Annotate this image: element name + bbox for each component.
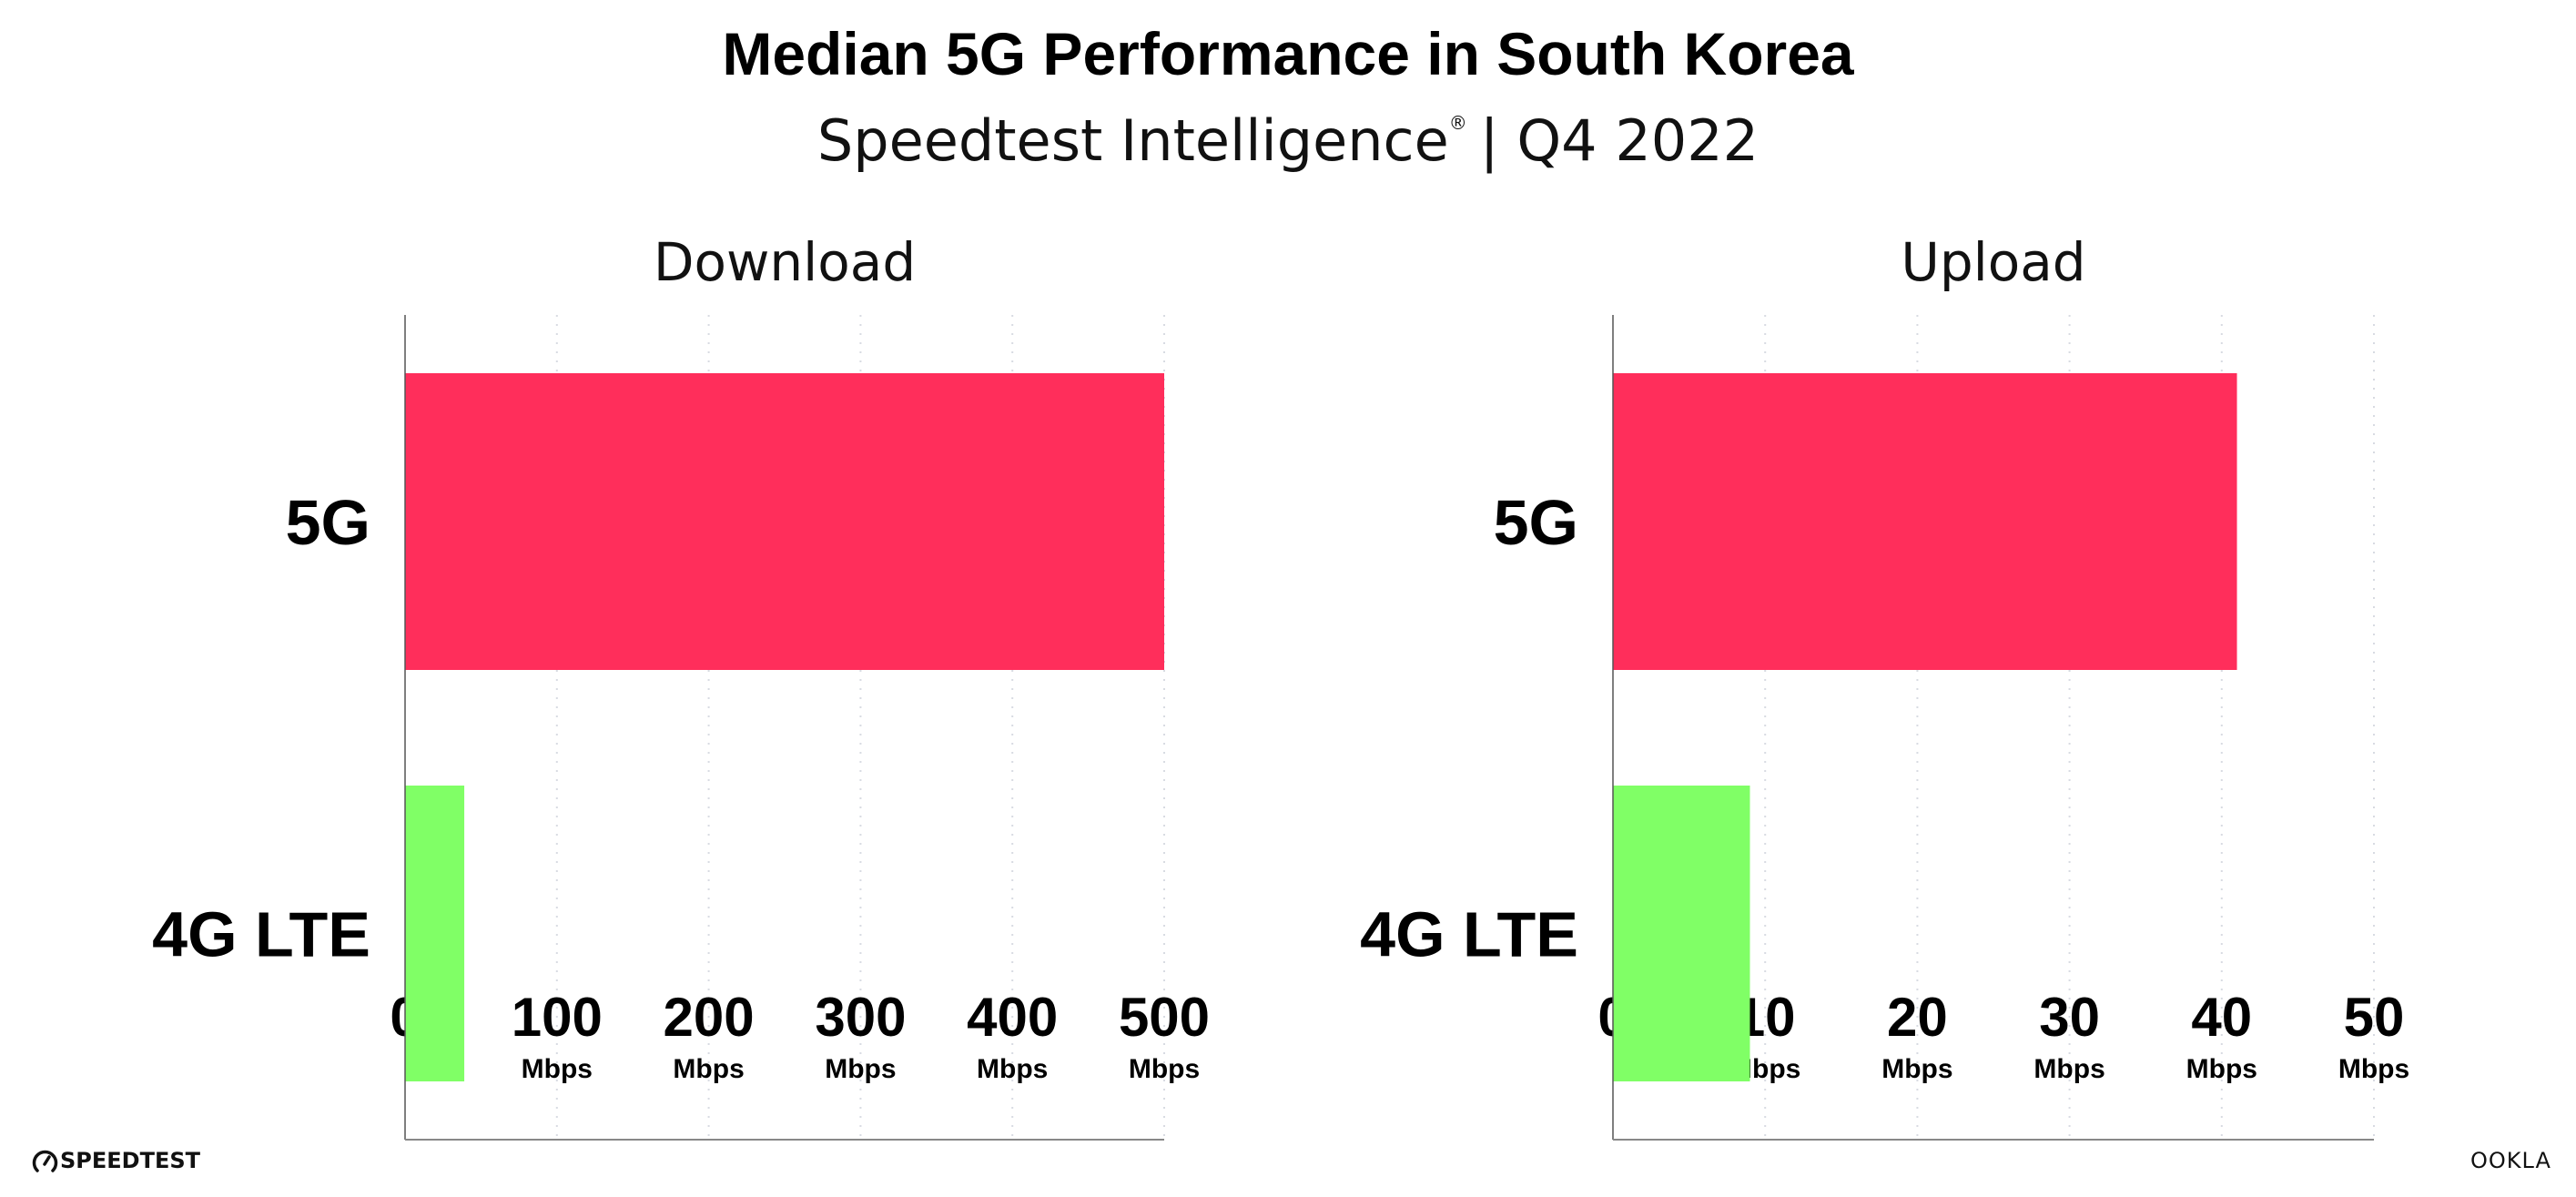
- category-label: 5G: [1494, 487, 1578, 558]
- x-tick-unit: Mbps: [2186, 1054, 2257, 1084]
- speedtest-logo-text: SPEEDTEST: [60, 1148, 201, 1173]
- x-tick-unit: Mbps: [1881, 1054, 1952, 1084]
- x-tick-label: 500: [1119, 987, 1210, 1048]
- bar-5g: [405, 373, 1164, 670]
- x-tick-unit: Mbps: [977, 1054, 1048, 1084]
- speedometer-needle: [43, 1155, 51, 1166]
- panel-download: Download0100Mbps200Mbps300Mbps400Mbps500…: [152, 231, 1210, 1141]
- panel-title: Download: [654, 231, 916, 293]
- category-label: 5G: [286, 487, 370, 558]
- x-tick-unit: Mbps: [2033, 1054, 2104, 1084]
- x-tick-label: 30: [2039, 987, 2100, 1048]
- x-tick-label: 200: [664, 987, 755, 1048]
- x-tick-label: 300: [815, 987, 906, 1048]
- x-tick-unit: Mbps: [1129, 1054, 1200, 1084]
- bar-4g-lte: [1613, 786, 1750, 1081]
- subtitle-source: Speedtest Intelligence: [817, 107, 1449, 174]
- ookla-logo: OOKLA: [2470, 1148, 2551, 1173]
- category-label: 4G LTE: [152, 899, 370, 970]
- panel-title: Upload: [1901, 231, 2085, 293]
- speedtest-logo: SPEEDTEST: [32, 1148, 201, 1173]
- x-tick-label: 100: [512, 987, 603, 1048]
- bar-5g: [1613, 373, 2237, 670]
- chart-subtitle: Speedtest Intelligence® | Q4 2022: [817, 107, 1759, 175]
- x-tick-label: 20: [1887, 987, 1948, 1048]
- x-tick-label: 50: [2344, 987, 2405, 1048]
- x-tick-unit: Mbps: [673, 1054, 744, 1084]
- registered-mark: ®: [1449, 112, 1467, 134]
- chart-panels: Download0100Mbps200Mbps300Mbps400Mbps500…: [152, 231, 2409, 1141]
- subtitle-period: | Q4 2022: [1480, 107, 1759, 175]
- bar-4g-lte: [405, 786, 465, 1081]
- x-tick-label: 40: [2191, 987, 2252, 1048]
- speedometer-icon: [32, 1150, 58, 1172]
- x-tick-label: 400: [967, 987, 1058, 1048]
- x-tick-unit: Mbps: [2338, 1054, 2409, 1084]
- category-label: 4G LTE: [1360, 899, 1578, 970]
- x-tick-unit: Mbps: [522, 1054, 593, 1084]
- chart-title: Median 5G Performance in South Korea: [722, 20, 1855, 87]
- x-tick-unit: Mbps: [825, 1054, 896, 1084]
- panel-upload: Upload010Mbps20Mbps30Mbps40Mbps50Mbps5G4…: [1360, 231, 2409, 1141]
